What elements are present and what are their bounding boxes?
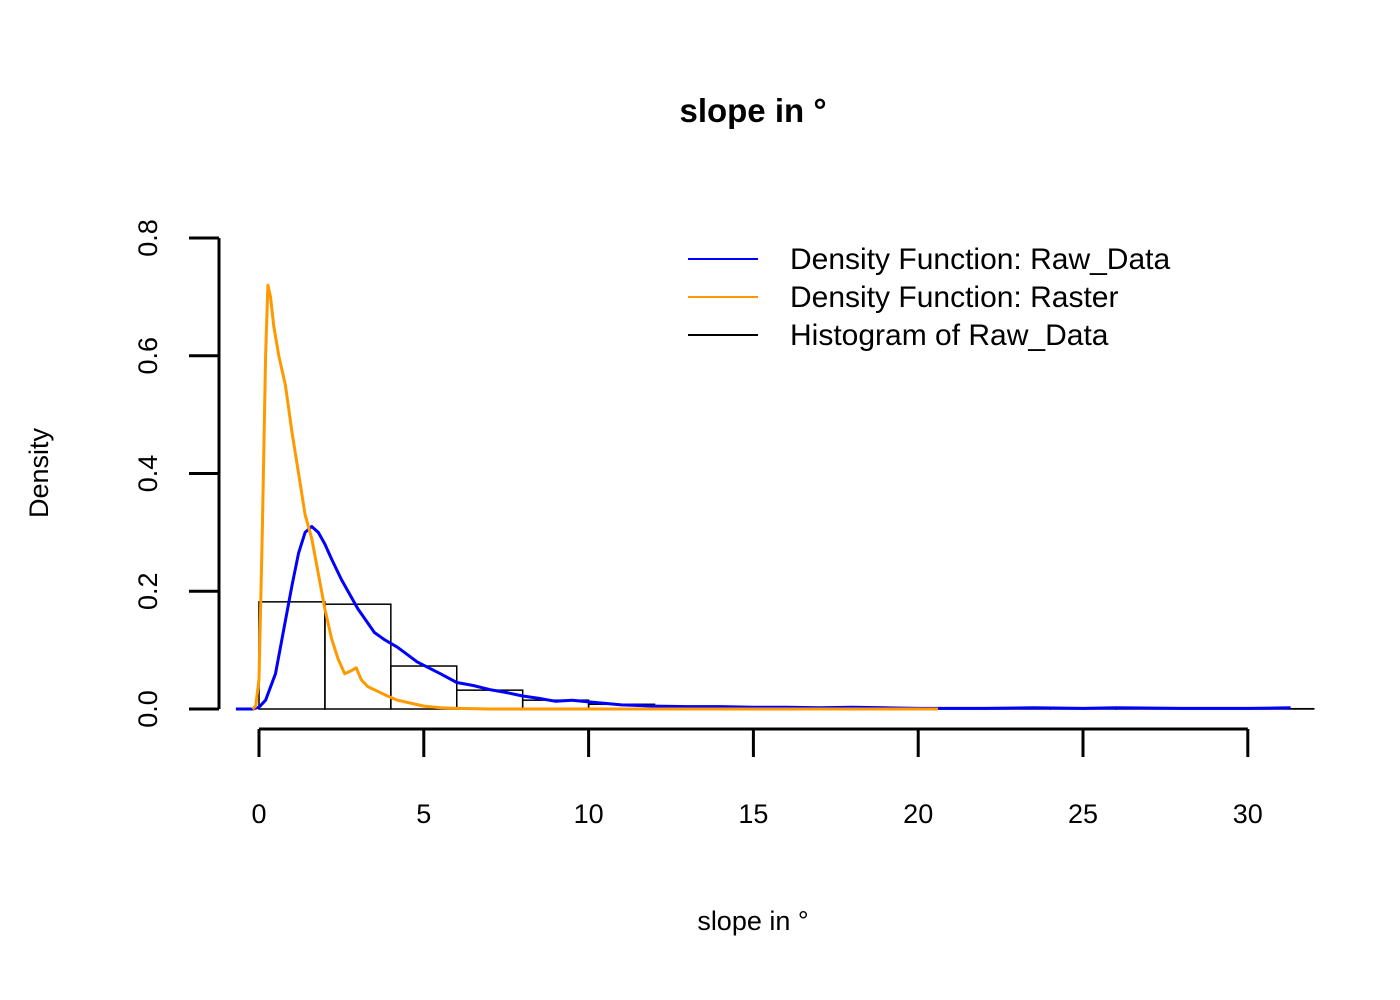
x-tick-label: 5 (416, 799, 431, 829)
y-tick-label: 0.4 (133, 455, 163, 493)
legend-label-raw-data: Density Function: Raw_Data (790, 243, 1170, 276)
x-tick-label: 0 (251, 799, 266, 829)
legend-label-raster: Density Function: Raster (790, 281, 1118, 314)
x-axis-label: slope in ° (697, 906, 808, 936)
legend: Density Function: Raw_Data Density Funct… (688, 243, 1170, 352)
y-axis: 0.0 0.2 0.4 0.6 0.8 (133, 219, 221, 728)
chart-title: slope in ° (679, 92, 826, 129)
y-tick-label: 0.2 (133, 572, 163, 610)
x-tick-label: 10 (574, 799, 604, 829)
density-line-raw-data (235, 525, 1291, 711)
x-tick-label: 15 (738, 799, 768, 829)
y-tick-label: 0.8 (133, 219, 163, 257)
histogram-bar (324, 603, 392, 710)
density-line-raster (251, 283, 938, 711)
x-axis: 0 5 10 15 20 25 30 (251, 727, 1263, 829)
y-tick-label: 0.6 (133, 337, 163, 375)
y-axis-label: Density (24, 427, 54, 518)
y-tick-label: 0.0 (133, 690, 163, 728)
x-tick-label: 25 (1068, 799, 1098, 829)
legend-label-histogram: Histogram of Raw_Data (790, 319, 1109, 352)
histogram-bar (390, 665, 458, 710)
histogram (258, 601, 1315, 710)
x-tick-label: 30 (1233, 799, 1263, 829)
x-tick-label: 20 (903, 799, 933, 829)
density-series (235, 283, 1291, 711)
